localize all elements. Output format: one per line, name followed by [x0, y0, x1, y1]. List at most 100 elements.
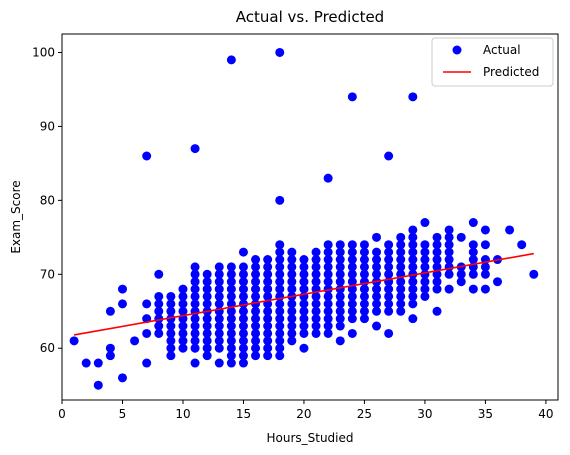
actual-point	[505, 225, 515, 235]
actual-point	[275, 195, 285, 205]
actual-point	[226, 55, 236, 65]
actual-point	[166, 321, 176, 331]
actual-point	[263, 262, 273, 272]
actual-point	[226, 343, 236, 353]
actual-point	[190, 321, 200, 331]
actual-point	[311, 321, 321, 331]
actual-point	[396, 262, 406, 272]
actual-point	[299, 284, 309, 294]
actual-point	[372, 291, 382, 301]
actual-point	[396, 240, 406, 250]
actual-point	[190, 277, 200, 287]
actual-point	[408, 255, 418, 265]
actual-point	[226, 291, 236, 301]
actual-point	[444, 247, 454, 257]
actual-point	[166, 314, 176, 324]
actual-point	[275, 277, 285, 287]
actual-point	[263, 277, 273, 287]
actual-point	[251, 291, 261, 301]
actual-point	[468, 240, 478, 250]
actual-point	[359, 306, 369, 316]
actual-point	[384, 299, 394, 309]
x-tick-label: 35	[478, 407, 493, 421]
actual-point	[105, 306, 115, 316]
actual-point	[384, 269, 394, 279]
actual-point	[275, 255, 285, 265]
actual-point	[311, 255, 321, 265]
legend-actual-marker	[452, 45, 462, 55]
actual-point	[275, 269, 285, 279]
actual-point	[117, 373, 127, 383]
actual-point	[468, 255, 478, 265]
plot-frame	[61, 33, 559, 401]
actual-point	[263, 291, 273, 301]
actual-point	[347, 306, 357, 316]
actual-point	[384, 255, 394, 265]
actual-point	[202, 284, 212, 294]
actual-point	[287, 299, 297, 309]
actual-point	[396, 255, 406, 265]
actual-point	[226, 277, 236, 287]
actual-point	[154, 306, 164, 316]
actual-point	[311, 247, 321, 257]
actual-point	[420, 291, 430, 301]
actual-point	[275, 306, 285, 316]
actual-point	[287, 284, 297, 294]
actual-point	[238, 321, 248, 331]
actual-point	[275, 47, 285, 57]
x-tick-label: 40	[538, 407, 553, 421]
actual-point	[311, 306, 321, 316]
y-tick-label: 60	[40, 341, 55, 355]
actual-point	[480, 225, 490, 235]
actual-point	[335, 336, 345, 346]
actual-point	[335, 240, 345, 250]
x-tick-label: 20	[296, 407, 311, 421]
actual-point	[299, 299, 309, 309]
actual-point	[105, 351, 115, 361]
x-tick-label: 15	[236, 407, 251, 421]
actual-point	[166, 306, 176, 316]
actual-point	[238, 343, 248, 353]
actual-point	[190, 328, 200, 338]
x-axis: 0 5 10 15 20 25 30 35 40	[58, 400, 554, 421]
actual-point	[287, 269, 297, 279]
actual-point	[468, 284, 478, 294]
actual-point	[226, 328, 236, 338]
actual-point	[275, 328, 285, 338]
actual-point	[347, 277, 357, 287]
actual-point	[251, 284, 261, 294]
actual-point	[130, 336, 140, 346]
actual-point	[202, 351, 212, 361]
actual-point	[396, 284, 406, 294]
actual-point	[372, 306, 382, 316]
actual-point	[347, 255, 357, 265]
actual-point	[432, 269, 442, 279]
actual-point	[238, 351, 248, 361]
actual-point	[335, 277, 345, 287]
actual-point	[432, 247, 442, 257]
actual-point	[299, 314, 309, 324]
actual-point	[359, 240, 369, 250]
actual-point	[396, 299, 406, 309]
actual-point	[166, 343, 176, 353]
actual-point	[190, 314, 200, 324]
actual-point	[347, 328, 357, 338]
actual-point	[238, 277, 248, 287]
actual-point	[238, 314, 248, 324]
actual-point	[323, 269, 333, 279]
actual-point	[335, 314, 345, 324]
actual-point	[263, 343, 273, 353]
actual-point	[178, 328, 188, 338]
actual-point	[323, 284, 333, 294]
actual-point	[81, 358, 91, 368]
actual-point	[529, 269, 539, 279]
actual-point	[287, 255, 297, 265]
x-tick-label: 5	[119, 407, 127, 421]
chart-title: Actual vs. Predicted	[236, 8, 384, 26]
actual-point	[408, 92, 418, 102]
actual-point	[238, 336, 248, 346]
actual-point	[432, 284, 442, 294]
actual-point	[335, 247, 345, 257]
actual-point	[251, 328, 261, 338]
actual-point	[117, 284, 127, 294]
